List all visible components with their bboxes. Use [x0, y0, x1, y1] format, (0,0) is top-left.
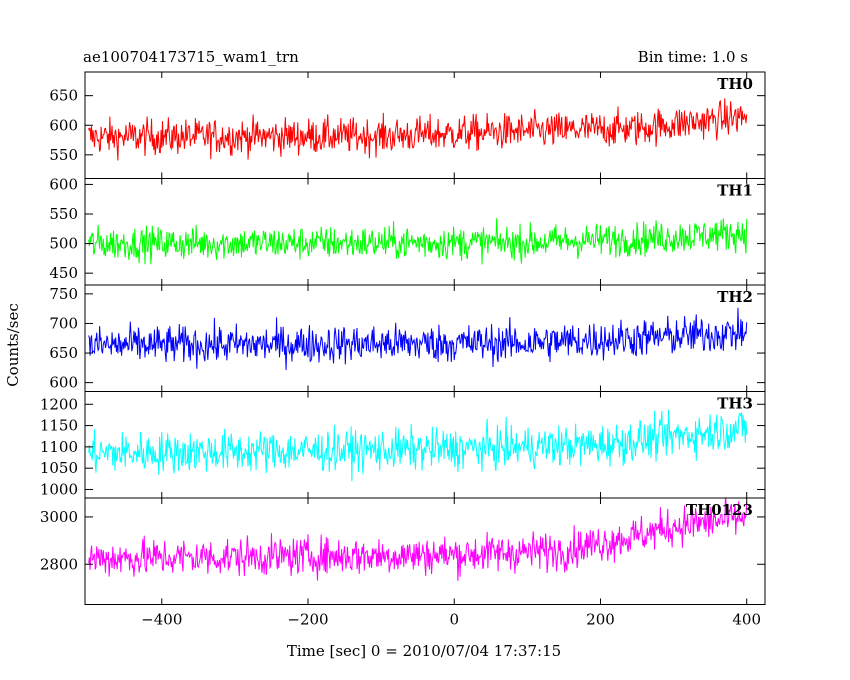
- y-tick-label: 650: [49, 87, 78, 105]
- panel-name-label: TH0123: [686, 501, 753, 519]
- y-tick-label: 2800: [40, 555, 78, 573]
- panel-th2: 600 650 700 750 TH2: [49, 284, 766, 392]
- series-th2: [88, 307, 748, 371]
- panel-th0: 550 600 650 TH0: [49, 71, 766, 179]
- panel-th1: 450 500 550 600 TH1: [49, 175, 766, 286]
- series-th3: [88, 409, 748, 482]
- x-tick-label: 200: [586, 611, 615, 629]
- series-th0: [88, 98, 748, 161]
- panel-name-label: TH1: [717, 182, 753, 200]
- y-tick-label: 1200: [40, 395, 78, 413]
- x-tick-label: −400: [141, 611, 182, 629]
- panel-name-label: TH3: [717, 395, 753, 413]
- y-tick-label: 500: [49, 235, 78, 253]
- chart-title: ae100704173715_wam1_trn: [83, 48, 299, 66]
- bin-time-label: Bin time: 1.0 s: [638, 48, 748, 66]
- y-tick-label: 1000: [40, 480, 78, 498]
- panel-th0123: 2800 3000 TH0123 −400 −200 0 200 400: [40, 497, 766, 629]
- y-tick-label: 1150: [40, 417, 78, 435]
- y-tick-label: 600: [49, 175, 78, 193]
- panel-name-label: TH2: [717, 288, 753, 306]
- panel-th3: 1000 1050 1100 1150 1200 TH3: [40, 391, 766, 499]
- y-axis-label: Counts/sec: [4, 303, 22, 387]
- panel-frame: [84, 497, 766, 605]
- y-tick-label: 600: [49, 374, 78, 392]
- y-tick-label: 1050: [40, 459, 78, 477]
- y-tick-label: 450: [49, 264, 78, 282]
- y-tick-label: 600: [49, 116, 78, 134]
- x-tick-label: 400: [732, 611, 761, 629]
- x-tick-label: 0: [449, 611, 459, 629]
- y-tick-label: 700: [49, 314, 78, 332]
- y-tick-label: 3000: [40, 508, 78, 526]
- y-tick-label: 650: [49, 344, 78, 362]
- panels-group: 550 600 650 TH0 450 500 550 600 TH1 600 650 700 750 T…: [40, 71, 766, 629]
- y-tick-label: 550: [49, 146, 78, 164]
- y-tick-label: 1100: [40, 438, 78, 456]
- y-tick-label: 750: [49, 285, 78, 303]
- x-axis-label: Time [sec] 0 = 2010/07/04 17:37:15: [287, 642, 561, 660]
- series-th0123: [88, 498, 748, 581]
- panel-name-label: TH0: [717, 75, 753, 93]
- x-tick-label: −200: [287, 611, 328, 629]
- series-th1: [88, 218, 748, 265]
- panel-frame: [84, 178, 766, 286]
- y-tick-label: 550: [49, 205, 78, 223]
